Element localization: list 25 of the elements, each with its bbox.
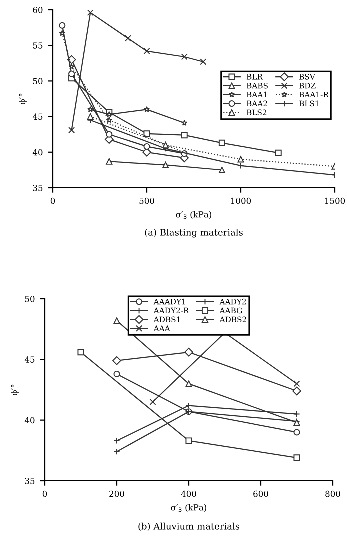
y-axis-title: ϕ′°: [19, 94, 28, 105]
x-tick-label: 600: [254, 490, 268, 498]
y-tick-label: 50: [25, 296, 35, 302]
y-tick-label: 40: [24, 417, 35, 424]
x-axis-title: σ′$_{3}$ (kPa): [171, 504, 207, 512]
x-axis-title: σ′$_{3}$ (kPa): [176, 211, 212, 220]
x-tick-label: 400: [181, 490, 196, 498]
x-tick-label: 1500: [325, 198, 346, 204]
y-tick-label: 40: [32, 149, 43, 156]
x-tick-label: 500: [140, 198, 154, 204]
y-axis-title: ϕ′°: [11, 384, 20, 396]
y-tick-label: 50: [33, 78, 43, 84]
x-tick-label: 0: [42, 490, 48, 498]
x-tick-label: 800: [326, 490, 340, 498]
x-tick-label: 0: [50, 198, 56, 204]
y-tick-label: 60: [33, 6, 43, 14]
y-tick-label: 35: [33, 184, 43, 192]
y-tick-label: 45: [24, 356, 35, 363]
x-tick-label: 1000: [231, 198, 252, 204]
x-tick-label: 200: [110, 490, 124, 498]
y-tick-label: 55: [33, 42, 43, 49]
text: (a) Blasting materials: [145, 228, 243, 238]
y-tick-label: 35: [25, 478, 35, 484]
y-tick-label: 45: [32, 114, 43, 120]
text: (b) Alluvium materials: [138, 522, 240, 532]
